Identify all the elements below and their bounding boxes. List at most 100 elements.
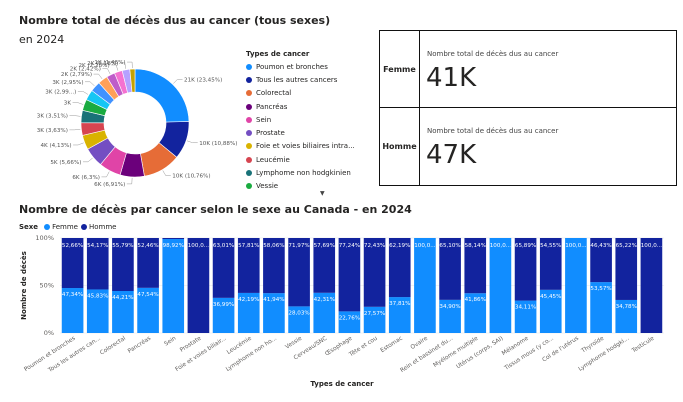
legend-label: Lymphome non hodgkinien [256, 169, 351, 178]
legend-item[interactable]: Sein [246, 113, 364, 126]
bar-femme[interactable] [539, 289, 562, 333]
bar-homme[interactable] [640, 238, 663, 333]
x-axis-label: Types de cancer [310, 380, 374, 388]
bar-homme[interactable] [187, 238, 210, 333]
x-tick-label: Sein [164, 335, 178, 347]
legend-item[interactable]: Prostate [246, 126, 364, 139]
donut-data-label: 6K (6,91%) [94, 182, 125, 188]
legend-dot-homme [80, 224, 87, 230]
legend-label: Colorectal [256, 89, 292, 98]
legend-item[interactable]: Vessie [246, 180, 364, 193]
bar-homme[interactable] [212, 238, 235, 298]
bar-homme[interactable] [237, 238, 260, 293]
donut-data-label: 2K (2,18%) [87, 61, 118, 67]
bar-homme[interactable] [514, 238, 537, 301]
legend-dot [246, 130, 252, 137]
bar-femme[interactable] [565, 238, 587, 333]
data-label-femme: 47,34% [62, 292, 83, 298]
data-label-homme: 65,89% [515, 243, 536, 249]
bar-femme[interactable] [313, 292, 336, 333]
data-label-femme: 100,0... [414, 243, 436, 249]
bar-femme[interactable] [464, 293, 487, 333]
bar-homme[interactable] [464, 238, 487, 294]
bar-homme[interactable] [263, 238, 285, 294]
bar-femme[interactable] [590, 282, 612, 333]
bar-femme[interactable] [263, 293, 285, 333]
bar-homme[interactable] [162, 238, 185, 240]
donut-data-label: 2K (2,28%) [78, 63, 109, 69]
legend-item[interactable]: Poumon et bronches [246, 60, 364, 73]
y-axis-label: Nombre de décès [20, 251, 28, 320]
donut-chart-title: Nombre total de décès dus au cancer (tou… [19, 14, 331, 27]
donut-data-label: 2K (2,42%) [70, 67, 101, 73]
bar-homme[interactable] [61, 238, 84, 289]
donut-data-label: 3K (3,63%) [37, 128, 68, 134]
bar-homme[interactable] [539, 238, 562, 290]
donut-leader-line [127, 61, 133, 69]
legend-item[interactable]: Tous les autres cancers [246, 73, 364, 86]
data-label-homme: 46,43% [590, 243, 611, 249]
legend-dot [246, 90, 252, 97]
bar-homme[interactable] [439, 238, 461, 300]
bar-homme[interactable] [338, 238, 361, 312]
bar-femme[interactable] [414, 238, 436, 333]
data-label-femme: 100,0... [565, 243, 587, 249]
bar-femme[interactable] [338, 311, 361, 333]
legend-label: Foie et voies biliaires intra... [256, 142, 355, 151]
bar-homme[interactable] [313, 238, 336, 293]
bar-femme[interactable] [112, 291, 134, 333]
bar-homme[interactable] [388, 238, 411, 298]
data-label-femme: 37,81% [389, 301, 410, 307]
legend-label: Leucémie [256, 155, 290, 164]
bar-homme[interactable] [137, 238, 159, 288]
bar-femme[interactable] [61, 288, 84, 333]
data-label-femme: 27,57% [364, 311, 385, 317]
data-label-homme: 54,55% [540, 243, 561, 249]
data-label-homme: 62,19% [389, 243, 410, 249]
x-tick-label: Colorectal [99, 335, 127, 356]
kpi-card-value: 47K [426, 140, 477, 170]
bar-femme[interactable] [514, 300, 537, 333]
bar-femme[interactable] [615, 299, 638, 333]
legend-item[interactable]: Lymphome non hodgkinien [246, 166, 364, 179]
legend-item[interactable]: Foie et voies biliaires intra... [246, 140, 364, 153]
legend-item[interactable]: Pancréas [246, 100, 364, 113]
legend-scroll-arrow[interactable]: ▼ [320, 190, 325, 197]
legend-item[interactable]: Colorectal [246, 87, 364, 100]
bar-homme[interactable] [363, 238, 386, 307]
legend-label: Prostate [256, 129, 285, 138]
bar-homme[interactable] [590, 238, 612, 283]
donut-data-label: 10K (10,76%) [172, 174, 210, 180]
bar-homme[interactable] [288, 238, 310, 307]
legend-label-femme[interactable]: Femme [52, 223, 78, 231]
data-label-femme: 42,19% [238, 297, 259, 303]
bar-femme[interactable] [489, 238, 512, 333]
bar-homme[interactable] [615, 238, 638, 300]
bar-femme[interactable] [137, 287, 159, 333]
bar-homme[interactable] [112, 238, 134, 292]
bar-femme[interactable] [363, 306, 386, 333]
x-tick-label: Ovaire [410, 335, 430, 351]
bar-femme[interactable] [439, 299, 461, 333]
data-label-homme: 100,0... [641, 243, 663, 249]
legend-label-homme[interactable]: Homme [88, 223, 117, 231]
donut-slice[interactable] [134, 68, 190, 123]
bar-femme[interactable] [162, 239, 185, 333]
bar-legend-title: Sexe [19, 223, 39, 231]
bar-homme[interactable] [86, 238, 109, 290]
donut-leader-line [101, 171, 110, 178]
legend-dot [246, 170, 252, 177]
bar-femme[interactable] [388, 297, 411, 333]
donut-slice[interactable] [129, 68, 136, 93]
data-label-femme: 47,54% [137, 292, 158, 298]
legend-label: Pancréas [256, 102, 288, 111]
bar-femme[interactable] [86, 289, 109, 333]
bar-femme[interactable] [237, 292, 260, 333]
data-label-homme: 55,79% [112, 243, 133, 249]
donut-leader-line [126, 177, 133, 185]
data-label-femme: 53,57% [590, 286, 611, 292]
bar-femme[interactable] [288, 306, 310, 333]
bar-femme[interactable] [212, 297, 235, 333]
legend-item[interactable]: Leucémie [246, 153, 364, 166]
donut-data-label: 10K (10,88%) [199, 141, 237, 147]
